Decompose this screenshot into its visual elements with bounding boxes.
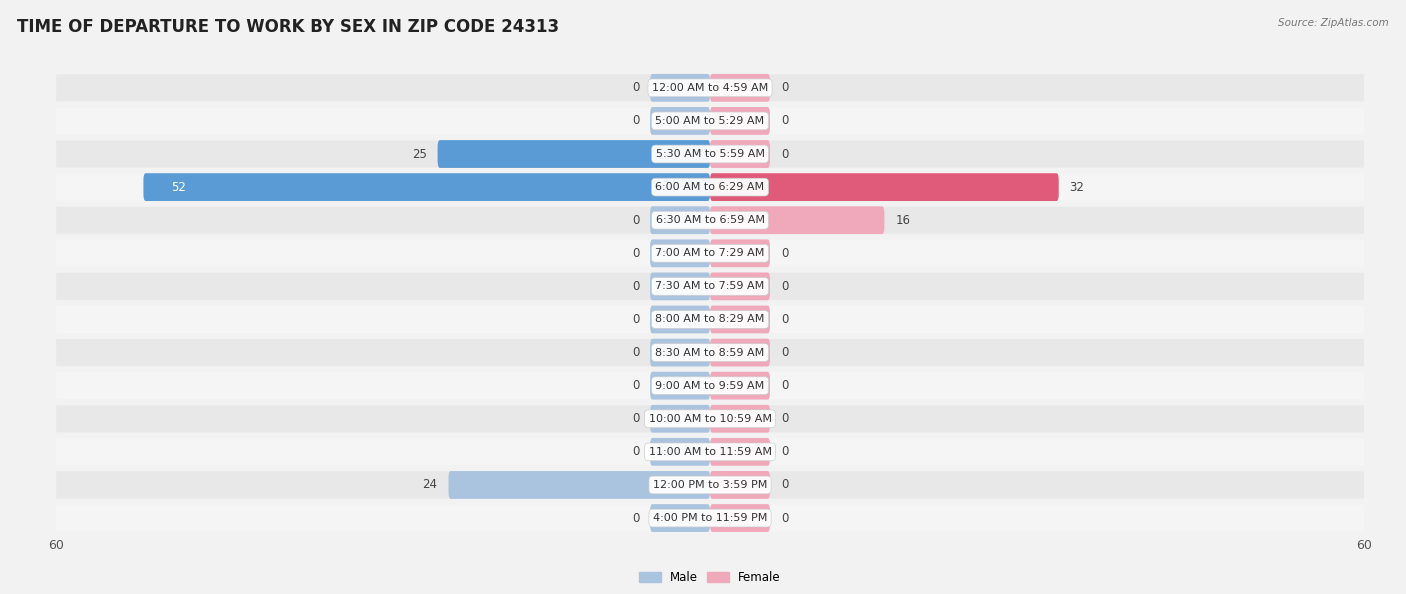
FancyBboxPatch shape xyxy=(710,239,770,267)
FancyBboxPatch shape xyxy=(710,405,770,432)
Text: 52: 52 xyxy=(170,181,186,194)
Text: 0: 0 xyxy=(631,81,640,94)
FancyBboxPatch shape xyxy=(650,239,710,267)
Text: 8:00 AM to 8:29 AM: 8:00 AM to 8:29 AM xyxy=(655,314,765,324)
Text: 0: 0 xyxy=(780,313,789,326)
FancyBboxPatch shape xyxy=(56,207,1364,234)
FancyBboxPatch shape xyxy=(710,471,770,499)
Text: 0: 0 xyxy=(780,446,789,459)
Text: 0: 0 xyxy=(631,412,640,425)
Text: 0: 0 xyxy=(780,81,789,94)
FancyBboxPatch shape xyxy=(650,305,710,333)
FancyBboxPatch shape xyxy=(143,173,710,201)
Text: 0: 0 xyxy=(780,280,789,293)
Text: 25: 25 xyxy=(412,147,427,160)
Text: 6:30 AM to 6:59 AM: 6:30 AM to 6:59 AM xyxy=(655,215,765,225)
FancyBboxPatch shape xyxy=(650,339,710,366)
Text: 0: 0 xyxy=(631,214,640,227)
Text: 5:30 AM to 5:59 AM: 5:30 AM to 5:59 AM xyxy=(655,149,765,159)
Text: 7:00 AM to 7:29 AM: 7:00 AM to 7:29 AM xyxy=(655,248,765,258)
Text: 32: 32 xyxy=(1070,181,1084,194)
FancyBboxPatch shape xyxy=(650,405,710,432)
FancyBboxPatch shape xyxy=(650,206,710,234)
Text: 12:00 AM to 4:59 AM: 12:00 AM to 4:59 AM xyxy=(652,83,768,93)
FancyBboxPatch shape xyxy=(56,372,1364,399)
FancyBboxPatch shape xyxy=(437,140,710,168)
FancyBboxPatch shape xyxy=(710,107,770,135)
Text: 0: 0 xyxy=(780,511,789,525)
FancyBboxPatch shape xyxy=(710,438,770,466)
Text: 0: 0 xyxy=(631,511,640,525)
Text: TIME OF DEPARTURE TO WORK BY SEX IN ZIP CODE 24313: TIME OF DEPARTURE TO WORK BY SEX IN ZIP … xyxy=(17,18,560,36)
FancyBboxPatch shape xyxy=(710,206,884,234)
Text: 0: 0 xyxy=(631,313,640,326)
FancyBboxPatch shape xyxy=(56,273,1364,300)
Text: 0: 0 xyxy=(780,115,789,128)
Text: 0: 0 xyxy=(631,247,640,260)
Text: 0: 0 xyxy=(631,379,640,392)
FancyBboxPatch shape xyxy=(56,405,1364,432)
Legend: Male, Female: Male, Female xyxy=(634,567,786,589)
Text: 0: 0 xyxy=(780,247,789,260)
FancyBboxPatch shape xyxy=(56,240,1364,267)
FancyBboxPatch shape xyxy=(710,305,770,333)
FancyBboxPatch shape xyxy=(56,339,1364,366)
FancyBboxPatch shape xyxy=(650,107,710,135)
Text: 0: 0 xyxy=(780,379,789,392)
Text: 0: 0 xyxy=(631,115,640,128)
Text: 11:00 AM to 11:59 AM: 11:00 AM to 11:59 AM xyxy=(648,447,772,457)
FancyBboxPatch shape xyxy=(650,273,710,301)
FancyBboxPatch shape xyxy=(650,372,710,400)
FancyBboxPatch shape xyxy=(710,339,770,366)
Text: 4:00 PM to 11:59 PM: 4:00 PM to 11:59 PM xyxy=(652,513,768,523)
Text: 0: 0 xyxy=(780,147,789,160)
FancyBboxPatch shape xyxy=(710,74,770,102)
Text: 0: 0 xyxy=(780,346,789,359)
Text: 16: 16 xyxy=(896,214,910,227)
FancyBboxPatch shape xyxy=(56,108,1364,134)
Text: 10:00 AM to 10:59 AM: 10:00 AM to 10:59 AM xyxy=(648,414,772,424)
Text: Source: ZipAtlas.com: Source: ZipAtlas.com xyxy=(1278,18,1389,28)
Text: 0: 0 xyxy=(631,346,640,359)
Text: 0: 0 xyxy=(631,280,640,293)
FancyBboxPatch shape xyxy=(56,140,1364,168)
FancyBboxPatch shape xyxy=(56,504,1364,532)
Text: 7:30 AM to 7:59 AM: 7:30 AM to 7:59 AM xyxy=(655,282,765,292)
FancyBboxPatch shape xyxy=(56,438,1364,466)
FancyBboxPatch shape xyxy=(56,306,1364,333)
FancyBboxPatch shape xyxy=(56,173,1364,201)
FancyBboxPatch shape xyxy=(449,471,710,499)
Text: 5:00 AM to 5:29 AM: 5:00 AM to 5:29 AM xyxy=(655,116,765,126)
FancyBboxPatch shape xyxy=(710,372,770,400)
Text: 12:00 PM to 3:59 PM: 12:00 PM to 3:59 PM xyxy=(652,480,768,490)
FancyBboxPatch shape xyxy=(710,273,770,301)
FancyBboxPatch shape xyxy=(650,74,710,102)
FancyBboxPatch shape xyxy=(56,472,1364,498)
Text: 6:00 AM to 6:29 AM: 6:00 AM to 6:29 AM xyxy=(655,182,765,192)
Text: 0: 0 xyxy=(631,446,640,459)
Text: 8:30 AM to 8:59 AM: 8:30 AM to 8:59 AM xyxy=(655,347,765,358)
Text: 9:00 AM to 9:59 AM: 9:00 AM to 9:59 AM xyxy=(655,381,765,391)
FancyBboxPatch shape xyxy=(710,504,770,532)
FancyBboxPatch shape xyxy=(650,504,710,532)
FancyBboxPatch shape xyxy=(56,74,1364,102)
Text: 0: 0 xyxy=(780,412,789,425)
Text: 0: 0 xyxy=(780,478,789,491)
FancyBboxPatch shape xyxy=(710,173,1059,201)
FancyBboxPatch shape xyxy=(650,438,710,466)
Text: 24: 24 xyxy=(423,478,437,491)
FancyBboxPatch shape xyxy=(710,140,770,168)
